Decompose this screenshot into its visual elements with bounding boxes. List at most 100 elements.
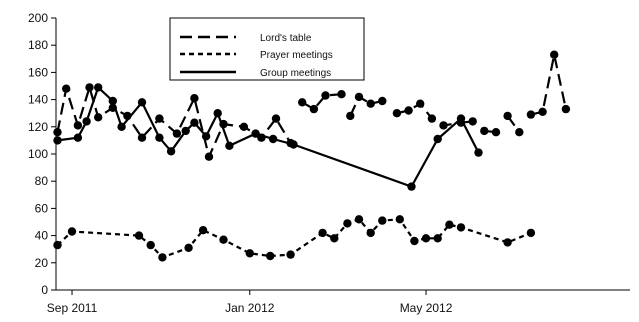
data-point-group-meetings <box>73 133 83 142</box>
data-point-lord-s-table <box>439 121 448 130</box>
data-point-lord-s-table <box>491 128 501 137</box>
data-point-lord-s-table <box>85 83 94 92</box>
data-point-group-meetings <box>225 141 234 150</box>
x-tick-label: Sep 2011 <box>47 301 98 315</box>
data-point-lord-s-table <box>337 90 346 99</box>
data-point-lord-s-table <box>515 128 524 137</box>
y-tick-label: 100 <box>28 147 48 161</box>
data-point-lord-s-table <box>309 104 319 114</box>
data-point-prayer-meetings <box>503 238 512 247</box>
legend-label-lords-table: Lord's table <box>260 33 312 44</box>
data-point-lord-s-table <box>53 128 62 137</box>
data-point-prayer-meetings <box>198 226 208 235</box>
data-point-prayer-meetings <box>366 228 375 238</box>
data-point-lord-s-table <box>346 111 355 121</box>
data-point-group-meetings <box>433 134 442 144</box>
data-point-prayer-meetings <box>330 234 339 243</box>
data-point-lord-s-table <box>526 110 536 119</box>
data-point-group-meetings <box>251 129 260 138</box>
data-point-group-meetings <box>289 140 298 149</box>
data-point-lord-s-table <box>404 106 413 115</box>
data-point-prayer-meetings <box>354 215 364 224</box>
data-point-prayer-meetings <box>53 240 62 250</box>
data-point-prayer-meetings <box>286 250 295 259</box>
data-point-prayer-meetings <box>184 243 193 252</box>
data-point-prayer-meetings <box>219 235 228 244</box>
legend-box <box>169 17 365 81</box>
data-point-prayer-meetings <box>318 228 327 238</box>
data-point-prayer-meetings <box>395 215 404 224</box>
data-point-lord-s-table <box>190 94 199 103</box>
data-point-lord-s-table <box>480 126 489 136</box>
data-point-lord-s-table <box>73 121 83 130</box>
data-point-lord-s-table <box>468 117 477 126</box>
series-group-meetings <box>53 83 483 191</box>
data-point-lord-s-table <box>366 99 375 108</box>
data-point-prayer-meetings <box>378 216 387 225</box>
data-point-lord-s-table <box>172 129 182 138</box>
x-tick-label: May 2012 <box>400 301 453 315</box>
data-point-prayer-meetings <box>456 223 466 232</box>
data-point-lord-s-table <box>561 104 571 114</box>
legend-label-prayer-meetings: Prayer meetings <box>260 50 333 61</box>
data-point-group-meetings <box>166 147 176 156</box>
data-point-prayer-meetings <box>67 227 77 236</box>
y-tick-label: 180 <box>28 38 48 52</box>
data-point-prayer-meetings <box>134 231 144 240</box>
data-point-group-meetings <box>456 114 466 123</box>
data-point-lord-s-table <box>427 114 437 123</box>
data-point-prayer-meetings <box>410 236 419 246</box>
data-point-lord-s-table <box>538 107 547 117</box>
series-prayer-meetings <box>53 215 536 262</box>
data-point-lord-s-table <box>416 99 425 108</box>
data-point-group-meetings <box>108 96 118 106</box>
data-point-prayer-meetings <box>445 220 454 229</box>
data-point-group-meetings <box>474 148 483 157</box>
data-point-group-meetings <box>268 134 278 144</box>
data-point-lord-s-table <box>61 84 71 93</box>
y-tick-label: 200 <box>28 11 48 25</box>
data-point-prayer-meetings <box>526 228 536 238</box>
data-point-lord-s-table <box>378 96 387 106</box>
y-tick-label: 160 <box>28 65 48 79</box>
data-point-lord-s-table <box>271 114 281 123</box>
data-point-lord-s-table <box>239 122 249 131</box>
y-tick-label: 120 <box>28 120 48 134</box>
series-line-group-meetings <box>57 86 480 188</box>
data-point-group-meetings <box>407 182 416 191</box>
data-point-group-meetings <box>181 126 190 136</box>
x-ticks: Sep 2011 Jan 2012 May 2012 <box>47 290 453 315</box>
data-point-group-meetings <box>213 109 222 118</box>
data-point-prayer-meetings <box>343 219 352 228</box>
data-point-lord-s-table <box>354 92 364 102</box>
data-point-group-meetings <box>117 122 126 131</box>
data-point-prayer-meetings <box>266 251 275 261</box>
data-point-prayer-meetings <box>158 253 167 262</box>
y-tick-label: 40 <box>35 229 49 243</box>
data-point-lord-s-table <box>550 50 559 59</box>
data-point-group-meetings <box>201 132 211 141</box>
y-tick-label: 60 <box>35 201 49 215</box>
legend: Lord's table Prayer meetings Group meeti… <box>169 17 365 81</box>
data-point-group-meetings <box>82 117 91 126</box>
data-point-prayer-meetings <box>433 234 442 243</box>
data-point-lord-s-table <box>155 114 164 123</box>
data-point-lord-s-table <box>94 113 103 122</box>
y-ticks: 0 20 40 60 80 100 120 140 160 180 200 <box>28 11 56 297</box>
x-tick-label: Jan 2012 <box>225 301 275 315</box>
data-point-prayer-meetings <box>245 249 254 258</box>
data-point-lord-s-table <box>204 152 214 161</box>
data-point-lord-s-table <box>503 111 512 121</box>
data-point-group-meetings <box>137 98 147 107</box>
data-point-group-meetings <box>53 136 62 145</box>
data-point-prayer-meetings <box>146 240 155 250</box>
y-tick-label: 140 <box>28 93 48 107</box>
data-point-lord-s-table <box>298 98 307 107</box>
y-tick-label: 20 <box>35 256 49 270</box>
data-point-lord-s-table <box>137 133 147 142</box>
data-point-prayer-meetings <box>421 234 431 243</box>
data-point-group-meetings <box>190 118 199 127</box>
data-point-lord-s-table <box>392 109 402 118</box>
series-layer <box>53 50 571 262</box>
